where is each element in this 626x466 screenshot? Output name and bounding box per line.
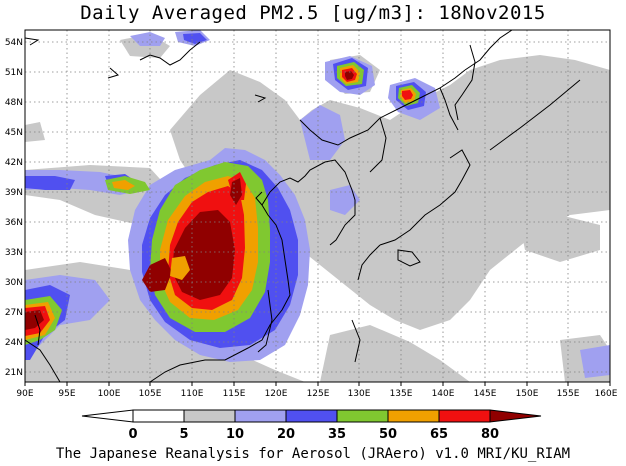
concentration-field	[25, 30, 610, 382]
x-tick-label: 120E	[265, 389, 288, 399]
x-tick-label: 160E	[595, 389, 618, 399]
x-tick-label: 110E	[181, 389, 204, 399]
x-tick-label: 105E	[139, 389, 162, 399]
level-over-80-shading	[25, 71, 354, 330]
colorbar-segment	[336, 409, 389, 423]
x-tick-label: 135E	[390, 389, 413, 399]
colorbar-segment	[132, 409, 185, 423]
colorbar-segment	[183, 409, 236, 423]
colorbar-level-label: 50	[379, 427, 397, 442]
x-tick-label: 140E	[432, 389, 455, 399]
y-tick-label: 51N	[5, 68, 23, 78]
x-tick-label: 155E	[557, 389, 580, 399]
colorbar-under-triangle	[81, 409, 134, 423]
colorbar-level-label: 10	[226, 427, 244, 442]
x-tick-label: 100E	[98, 389, 121, 399]
x-tick-label: 95E	[58, 389, 75, 399]
x-tick-label: 115E	[223, 389, 246, 399]
colorbar: 0 5 10 20 35 50 65 80	[81, 409, 542, 442]
x-tick-label: 145E	[474, 389, 497, 399]
y-tick-label: 24N	[5, 338, 23, 348]
map-title: Daily Averaged PM2.5 [ug/m3]: 18Nov2015	[80, 2, 546, 24]
y-axis-labels: 21N 24N 27N 30N 33N 36N 39N 42N 45N 48N …	[5, 38, 23, 378]
colorbar-level-label: 5	[179, 427, 188, 442]
map-grid	[25, 30, 610, 382]
colorbar-level-label: 80	[481, 427, 499, 442]
colorbar-level-label: 35	[328, 427, 346, 442]
y-tick-label: 42N	[5, 158, 23, 168]
colorbar-level-label: 20	[277, 427, 295, 442]
colorbar-segment	[285, 409, 338, 423]
colorbar-level-label: 65	[430, 427, 448, 442]
y-tick-label: 48N	[5, 98, 23, 108]
footer-credit: The Japanese Reanalysis for Aerosol (JRA…	[55, 446, 571, 462]
y-tick-label: 27N	[5, 308, 23, 318]
y-tick-label: 30N	[5, 278, 23, 288]
coastlines	[25, 30, 581, 382]
y-tick-label: 33N	[5, 248, 23, 258]
y-tick-label: 54N	[5, 38, 23, 48]
colorbar-level-label: 0	[128, 427, 137, 442]
x-tick-label: 130E	[348, 389, 371, 399]
colorbar-segment	[234, 409, 287, 423]
y-tick-label: 21N	[5, 368, 23, 378]
y-tick-label: 45N	[5, 128, 23, 138]
y-tick-label: 39N	[5, 188, 23, 198]
x-tick-label: 150E	[516, 389, 539, 399]
x-tick-label: 90E	[16, 389, 33, 399]
level-50-65-pocket	[170, 256, 190, 280]
y-tick-label: 36N	[5, 218, 23, 228]
colorbar-segment	[387, 409, 440, 423]
x-tick-label: 125E	[307, 389, 330, 399]
colorbar-over-triangle	[489, 409, 542, 423]
axis-tick-marks	[24, 382, 611, 386]
colorbar-segment	[438, 409, 491, 423]
x-axis-labels: 90E 95E 100E 105E 110E 115E 120E 125E 13…	[16, 389, 617, 399]
